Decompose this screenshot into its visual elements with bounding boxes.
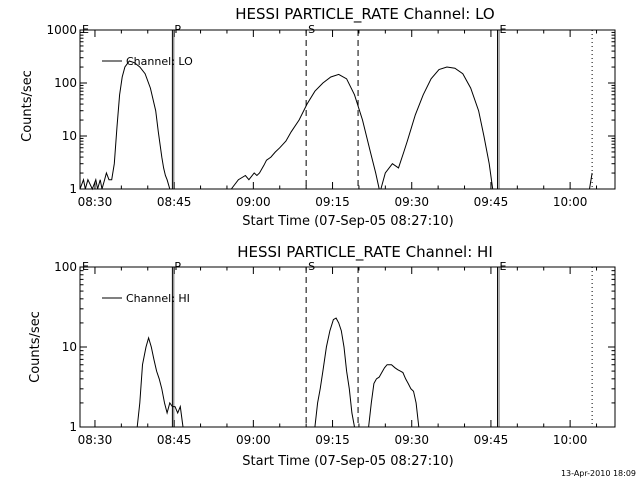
plot-frame-lo	[79, 29, 616, 190]
event-marker-label: E	[500, 260, 507, 273]
y-tick-label: 100	[54, 76, 77, 90]
x-tick-label: 08:45	[157, 433, 192, 447]
legend-label: Channel: LO	[126, 55, 193, 68]
y-tick-label: 1000	[46, 23, 77, 37]
x-tick-label: 09:00	[236, 433, 271, 447]
x-tick-label: 08:30	[78, 433, 113, 447]
series-line	[230, 73, 380, 190]
event-marker-label: S	[308, 260, 315, 273]
x-axis-label-hi: Start Time (07-Sep-05 08:27:10)	[242, 454, 453, 469]
series-line	[589, 172, 593, 190]
series-line	[136, 336, 184, 428]
series-line	[380, 66, 494, 190]
series-line	[368, 364, 420, 428]
y-axis-label-lo: Counts/sec	[20, 70, 35, 142]
y-axis-label-hi: Counts/sec	[28, 311, 43, 383]
x-tick-label: 08:45	[157, 195, 192, 209]
y-tick-label: 1	[69, 182, 77, 196]
event-marker-label: E	[500, 23, 507, 36]
event-marker-label: E	[82, 23, 89, 36]
y-tick-label: 10	[62, 340, 77, 354]
x-tick-label: 10:00	[553, 195, 588, 209]
x-tick-label: 09:30	[394, 433, 429, 447]
x-tick-label: 09:15	[315, 195, 350, 209]
y-tick-label: 100	[54, 260, 77, 274]
event-marker-label: P	[174, 23, 181, 36]
chart-title-hi: HESSI PARTICLE_RATE Channel: HI	[237, 243, 493, 262]
x-tick-label: 10:00	[553, 433, 588, 447]
event-marker-label: P	[174, 260, 181, 273]
x-axis-label-lo: Start Time (07-Sep-05 08:27:10)	[242, 214, 453, 229]
x-tick-label: 09:45	[474, 195, 509, 209]
chart-hi: HESSI PARTICLE_RATE Channel: HI Counts/s…	[28, 243, 616, 469]
footer-date: 13-Apr-2010 18:09	[561, 469, 636, 478]
plot-frame-hi	[79, 266, 616, 428]
y-tick-label: 1	[69, 420, 77, 434]
event-marker-label: S	[308, 23, 315, 36]
x-tick-label: 08:30	[78, 195, 113, 209]
series-line	[314, 317, 355, 428]
x-tick-label: 09:45	[474, 433, 509, 447]
chart-title-lo: HESSI PARTICLE_RATE Channel: LO	[235, 5, 494, 24]
event-marker-label: E	[82, 260, 89, 273]
chart-lo: HESSI PARTICLE_RATE Channel: LO Counts/s…	[20, 5, 616, 229]
x-tick-label: 09:00	[236, 195, 271, 209]
y-tick-label: 10	[62, 129, 77, 143]
series-line	[79, 60, 171, 191]
x-tick-label: 09:15	[315, 433, 350, 447]
legend-label: Channel: HI	[126, 292, 190, 305]
x-tick-label: 09:30	[394, 195, 429, 209]
